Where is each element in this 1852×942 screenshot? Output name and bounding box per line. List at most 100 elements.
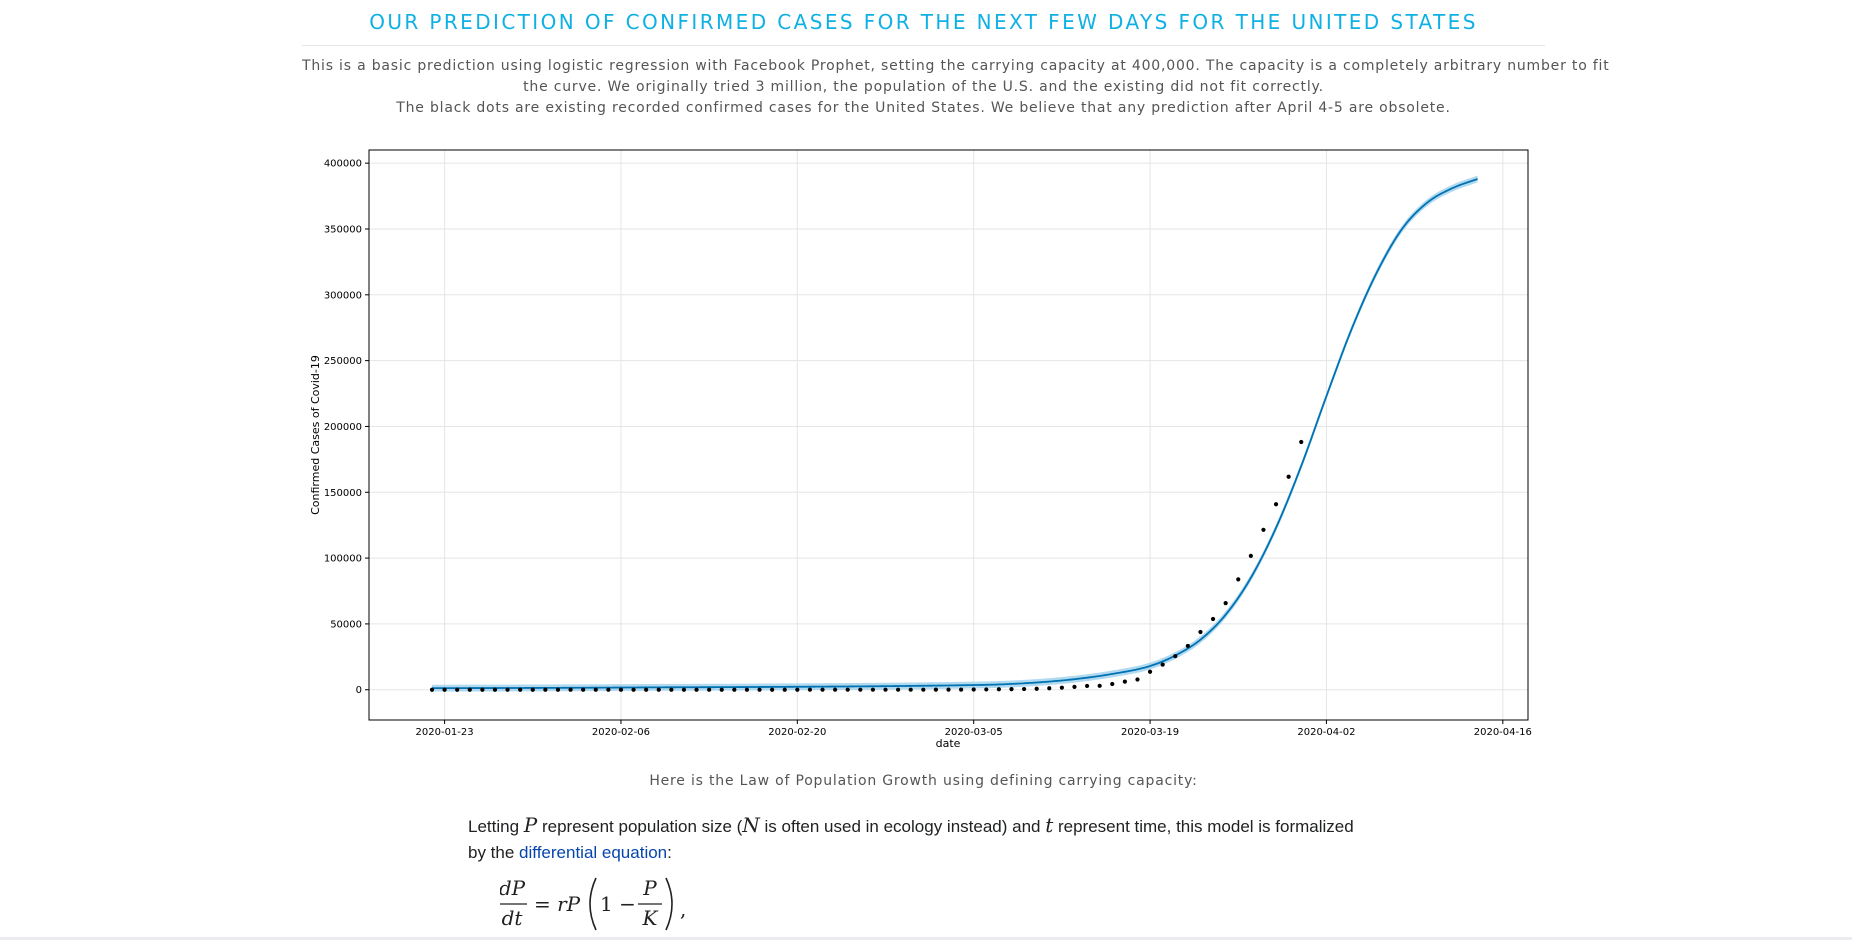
observed-point xyxy=(1210,616,1216,622)
observed-point xyxy=(1110,681,1115,687)
body-text: is often used in ecology instead) and xyxy=(759,817,1046,836)
formula-trailing-comma: , xyxy=(680,897,686,921)
x-tick-label: 2020-01-23 xyxy=(416,727,474,738)
body-text: Letting xyxy=(468,817,524,836)
observed-point xyxy=(1160,662,1165,667)
observed-point xyxy=(467,687,472,692)
observed-point xyxy=(429,687,435,692)
formula-one-minus: 1 − xyxy=(600,892,636,916)
observed-point xyxy=(908,687,913,692)
observed-point xyxy=(644,687,649,692)
formula-denominator: dt xyxy=(502,906,524,930)
x-tick-label: 2020-04-02 xyxy=(1297,727,1355,738)
observed-point xyxy=(744,687,750,692)
title-divider xyxy=(302,45,1545,46)
observed-point xyxy=(1047,686,1052,691)
body-text: by the xyxy=(468,843,520,862)
observed-point xyxy=(883,687,888,692)
observed-point xyxy=(455,687,460,692)
observed-point xyxy=(1185,643,1190,649)
observed-point xyxy=(1198,629,1203,635)
observed-point xyxy=(1135,677,1140,682)
x-tick-label: 2020-03-19 xyxy=(1121,727,1179,738)
observed-point xyxy=(795,687,800,692)
y-tick-label: 250000 xyxy=(324,356,362,367)
law-caption: Here is the Law of Population Growth usi… xyxy=(649,773,1198,789)
x-tick-label: 2020-02-06 xyxy=(592,727,650,738)
observed-point xyxy=(1097,683,1102,688)
observed-point xyxy=(971,687,976,692)
observed-point xyxy=(492,687,498,692)
observed-point xyxy=(543,687,548,692)
observed-point xyxy=(656,687,661,692)
observed-point xyxy=(1236,577,1241,582)
formula-right-paren xyxy=(665,877,673,931)
logistic-formula: dP dt = rP 1 − P K , xyxy=(499,868,700,938)
observed-point xyxy=(1173,654,1178,659)
observed-point xyxy=(1084,683,1090,689)
observed-point xyxy=(719,687,724,692)
observed-point xyxy=(921,687,926,692)
observed-point xyxy=(606,687,611,692)
y-tick-label: 150000 xyxy=(324,488,362,499)
y-tick-label: 0 xyxy=(356,685,362,696)
forecast-chart: 2020-01-23 2020-02-06 2020-02-20 2020-03-05… xyxy=(309,149,1532,750)
observed-point xyxy=(1286,474,1291,479)
observed-point xyxy=(996,687,1001,692)
observed-point xyxy=(833,687,838,692)
intro-line-3: The black dots are existing recorded con… xyxy=(396,100,1451,116)
observed-point xyxy=(845,687,850,692)
observed-point xyxy=(1273,502,1279,507)
y-tick-label: 100000 xyxy=(324,554,362,565)
observed-point xyxy=(555,687,561,692)
observed-point xyxy=(631,687,636,692)
observed-point xyxy=(505,687,510,692)
observed-point xyxy=(1009,687,1014,692)
observed-point xyxy=(593,687,598,692)
observed-point xyxy=(757,687,762,692)
observed-point xyxy=(1072,684,1077,689)
y-tick-label: 200000 xyxy=(324,422,362,433)
observed-point xyxy=(530,687,535,692)
observed-point xyxy=(896,687,901,692)
y-tick-label: 300000 xyxy=(324,290,362,301)
observed-point xyxy=(946,687,951,692)
observed-point xyxy=(933,687,939,692)
y-axis-label: Confirmed Cases of Covid-19 xyxy=(309,355,322,515)
forecast-line xyxy=(431,178,1478,690)
math-var-p: P xyxy=(523,813,538,837)
plot-frame xyxy=(368,149,1529,721)
observed-point xyxy=(1147,669,1153,674)
observed-point xyxy=(1261,527,1266,532)
observed-point xyxy=(1034,686,1039,691)
body-text: represent population size ( xyxy=(537,817,743,836)
observed-point xyxy=(1122,679,1127,684)
observed-point xyxy=(581,687,586,692)
y-tick-label: 50000 xyxy=(330,619,362,630)
x-axis-label: date xyxy=(936,737,961,750)
uncertainty-band xyxy=(431,175,1478,692)
formula-p: P xyxy=(642,876,657,900)
x-tick-label: 2020-02-20 xyxy=(768,727,826,738)
body-text: : xyxy=(667,843,672,862)
observed-point xyxy=(770,687,775,692)
observed-point xyxy=(807,687,813,692)
observed-point xyxy=(1248,553,1253,559)
observed-point xyxy=(1021,686,1027,692)
intro-line-1: This is a basic prediction using logisti… xyxy=(302,58,1610,74)
y-tick-label: 350000 xyxy=(324,224,362,235)
formula-left-paren xyxy=(589,877,597,931)
x-tick-label: 2020-04-16 xyxy=(1474,727,1532,738)
grid-layer xyxy=(369,150,1528,720)
differential-equation-link[interactable]: differential equation xyxy=(519,843,668,862)
observed-point xyxy=(958,687,964,692)
observed-point xyxy=(782,687,787,692)
body-paragraph-line-2: by the differential equation: xyxy=(468,843,672,863)
observed-point xyxy=(732,687,737,692)
body-text: represent time, this model is formalized xyxy=(1053,817,1354,836)
x-tick-label: 2020-03-05 xyxy=(945,727,1003,738)
observed-point xyxy=(1059,685,1064,690)
axis-ticks: 2020-01-23 2020-02-06 2020-02-20 2020-03-05… xyxy=(324,159,1532,738)
math-var-t: t xyxy=(1045,813,1054,837)
observed-point xyxy=(568,687,573,692)
